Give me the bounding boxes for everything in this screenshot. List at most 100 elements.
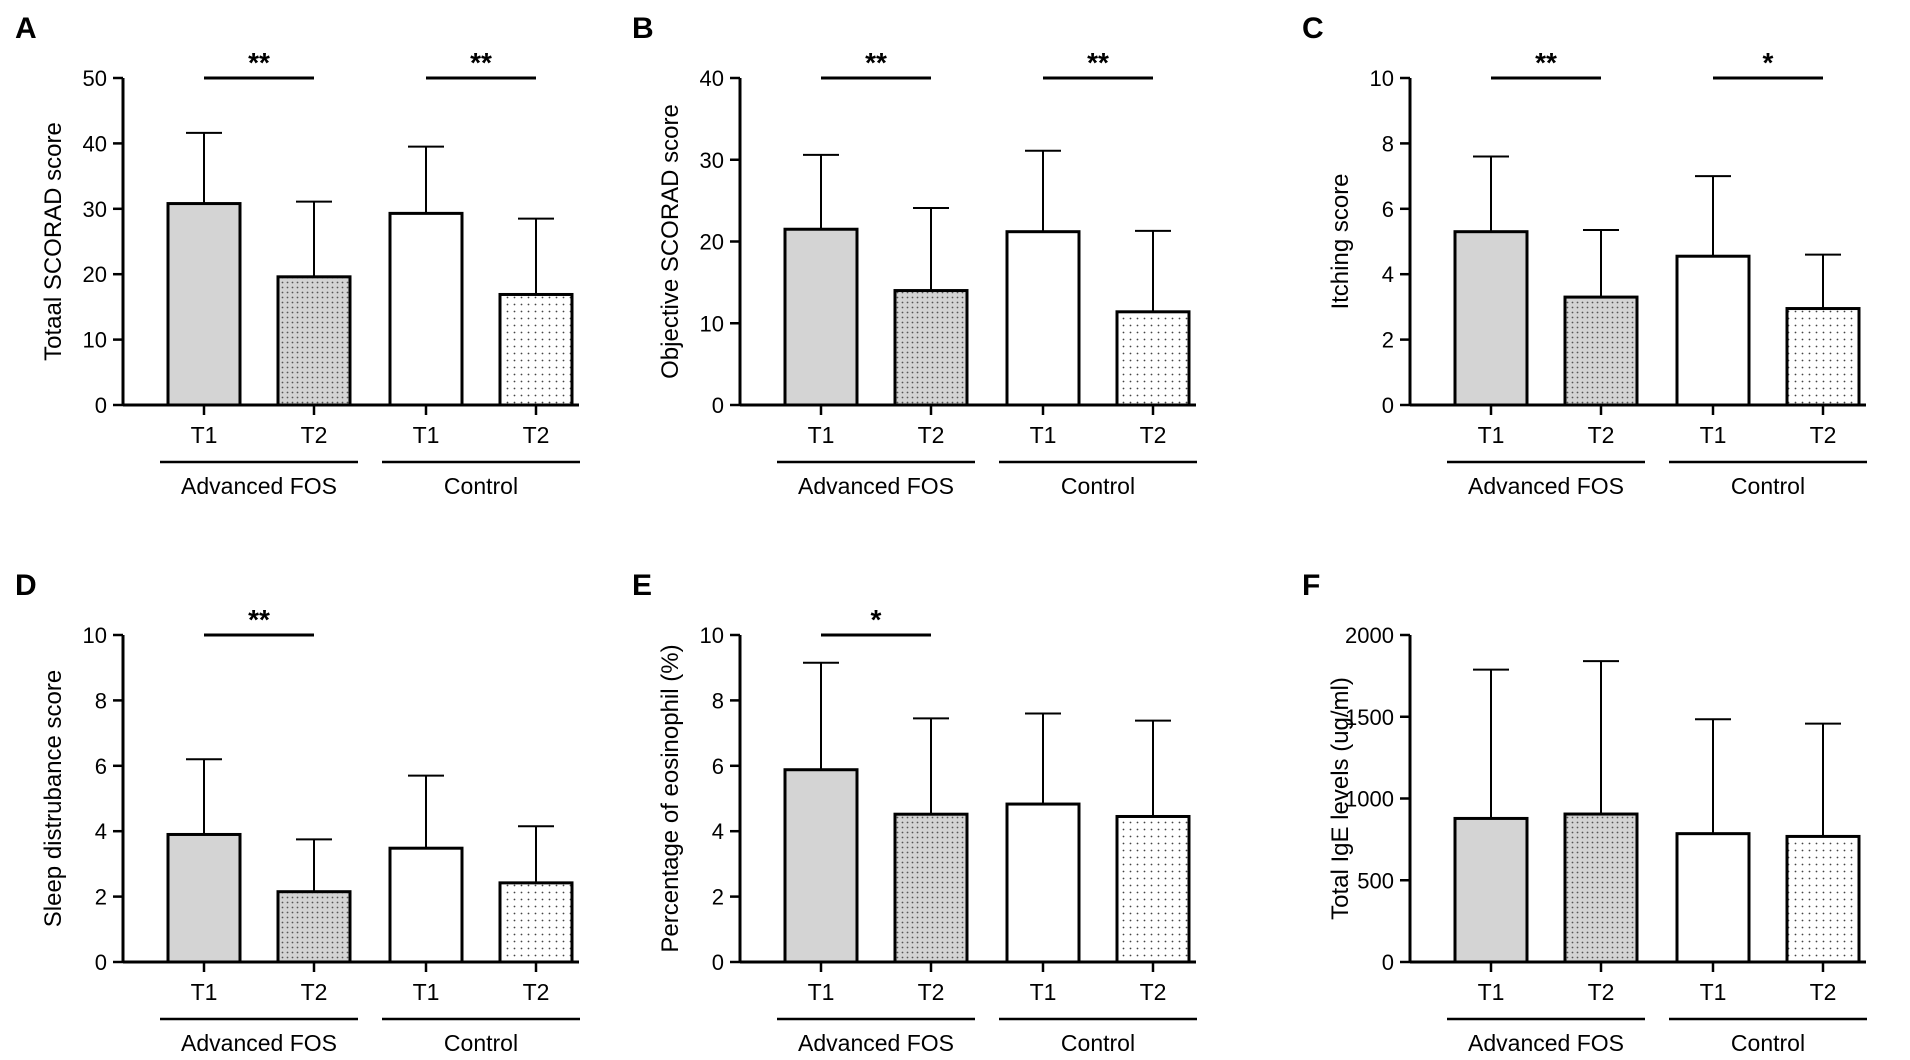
y-tick-label: 10 — [700, 623, 724, 648]
significance-marker: ** — [1535, 47, 1557, 78]
group-label: Control — [1731, 473, 1805, 499]
significance-marker: ** — [865, 47, 887, 78]
bar — [166, 202, 242, 407]
y-tick-label: 2 — [95, 885, 107, 910]
bar — [893, 289, 969, 407]
bar — [1005, 230, 1081, 407]
y-tick-label: 40 — [700, 66, 724, 91]
y-tick-label: 10 — [83, 328, 107, 353]
category-label: T2 — [301, 422, 328, 448]
group-label: Control — [444, 1030, 518, 1056]
category-label: T2 — [523, 979, 550, 1005]
y-tick-label: 2 — [712, 885, 724, 910]
bar — [1563, 812, 1639, 964]
y-tick-label: 0 — [712, 393, 724, 418]
significance-marker: ** — [248, 604, 270, 635]
bar — [1115, 310, 1191, 407]
significance-marker: ** — [1087, 47, 1109, 78]
y-tick-label: 30 — [83, 197, 107, 222]
y-tick-label: 8 — [95, 688, 107, 713]
y-tick-label: 0 — [1382, 950, 1394, 975]
bar — [166, 832, 242, 964]
group-label: Advanced FOS — [798, 473, 954, 499]
category-label: T1 — [808, 979, 835, 1005]
bar — [783, 227, 859, 407]
category-label: T1 — [1030, 422, 1057, 448]
y-tick-label: 6 — [712, 754, 724, 779]
bar — [1675, 832, 1751, 964]
bar — [1005, 802, 1081, 964]
panel-a: A Totaal SCORAD score 0 10 20 30 40 50 T1 T2 T1 T2 A… — [15, 12, 580, 499]
y-tick-label: 1000 — [1345, 787, 1394, 812]
bar — [498, 881, 574, 964]
category-label: T1 — [808, 422, 835, 448]
y-tick-label: 50 — [83, 66, 107, 91]
category-label: T2 — [1810, 422, 1837, 448]
y-tick-label: 8 — [712, 688, 724, 713]
category-label: T2 — [1140, 979, 1167, 1005]
category-label: T1 — [1700, 422, 1727, 448]
panel-d: D Sleep distrubance score 0 2 4 6 8 10 T1 T2 T1 T2 A… — [15, 569, 580, 1056]
panel-letter: E — [632, 569, 652, 602]
bar — [1785, 834, 1861, 964]
y-tick-label: 20 — [700, 230, 724, 255]
y-tick-label: 4 — [712, 819, 724, 844]
significance-marker: ** — [248, 47, 270, 78]
category-label: T1 — [191, 422, 218, 448]
y-tick-label: 8 — [1382, 131, 1394, 156]
panel-letter: F — [1302, 569, 1320, 602]
bar — [783, 768, 859, 964]
group-label: Advanced FOS — [1468, 473, 1624, 499]
y-tick-label: 0 — [95, 393, 107, 418]
category-label: T1 — [1478, 979, 1505, 1005]
y-tick-label: 10 — [700, 311, 724, 336]
category-label: T1 — [413, 422, 440, 448]
bar — [1563, 295, 1639, 407]
category-label: T2 — [1140, 422, 1167, 448]
category-label: T2 — [1588, 422, 1615, 448]
y-tick-label: 6 — [1382, 197, 1394, 222]
y-axis-title: Objective SCORAD score — [657, 104, 684, 379]
category-label: T1 — [1478, 422, 1505, 448]
bar — [1453, 816, 1529, 964]
y-tick-label: 30 — [700, 148, 724, 173]
bar — [1675, 254, 1751, 407]
y-tick-label: 2000 — [1345, 623, 1394, 648]
group-label: Advanced FOS — [181, 1030, 337, 1056]
significance-marker: * — [1763, 47, 1774, 78]
category-label: T1 — [413, 979, 440, 1005]
category-label: T1 — [1030, 979, 1057, 1005]
panel-letter: A — [15, 12, 37, 45]
group-label: Advanced FOS — [181, 473, 337, 499]
y-tick-label: 10 — [83, 623, 107, 648]
y-tick-label: 2 — [1382, 328, 1394, 353]
y-tick-label: 40 — [83, 131, 107, 156]
group-label: Advanced FOS — [1468, 1030, 1624, 1056]
group-label: Advanced FOS — [798, 1030, 954, 1056]
panel-f: F Total IgE levels (ug/ml) 0 500 1000 1500 200… — [1302, 569, 1867, 1056]
bar — [1115, 814, 1191, 964]
y-axis-title: Totaal SCORAD score — [40, 122, 67, 361]
bar — [276, 890, 352, 964]
group-label: Control — [1731, 1030, 1805, 1056]
y-axis-title: Total IgE levels (ug/ml) — [1327, 677, 1354, 920]
y-tick-label: 6 — [95, 754, 107, 779]
category-label: T2 — [1588, 979, 1615, 1005]
y-tick-label: 4 — [95, 819, 107, 844]
y-tick-label: 0 — [1382, 393, 1394, 418]
category-label: T1 — [1700, 979, 1727, 1005]
panel-letter: D — [15, 569, 37, 602]
bar — [893, 812, 969, 964]
bar — [1453, 230, 1529, 407]
category-label: T2 — [301, 979, 328, 1005]
group-label: Control — [1061, 1030, 1135, 1056]
panel-b: B Objective SCORAD score 0 10 20 30 40 T1 T2 T1 T2… — [632, 12, 1197, 499]
y-axis-title: Itching score — [1327, 173, 1354, 309]
significance-marker: * — [871, 604, 882, 635]
group-label: Control — [1061, 473, 1135, 499]
y-tick-label: 1500 — [1345, 705, 1394, 730]
bar — [1785, 307, 1861, 407]
panel-e: E Percentage of eosinophil (%) 0 2 4 6 8 10 T1 T2… — [632, 569, 1197, 1056]
bar — [388, 846, 464, 964]
